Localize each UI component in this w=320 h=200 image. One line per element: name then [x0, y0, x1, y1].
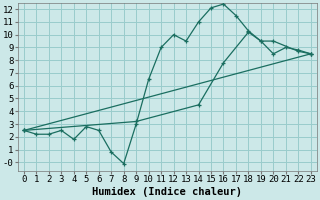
X-axis label: Humidex (Indice chaleur): Humidex (Indice chaleur) — [92, 187, 242, 197]
